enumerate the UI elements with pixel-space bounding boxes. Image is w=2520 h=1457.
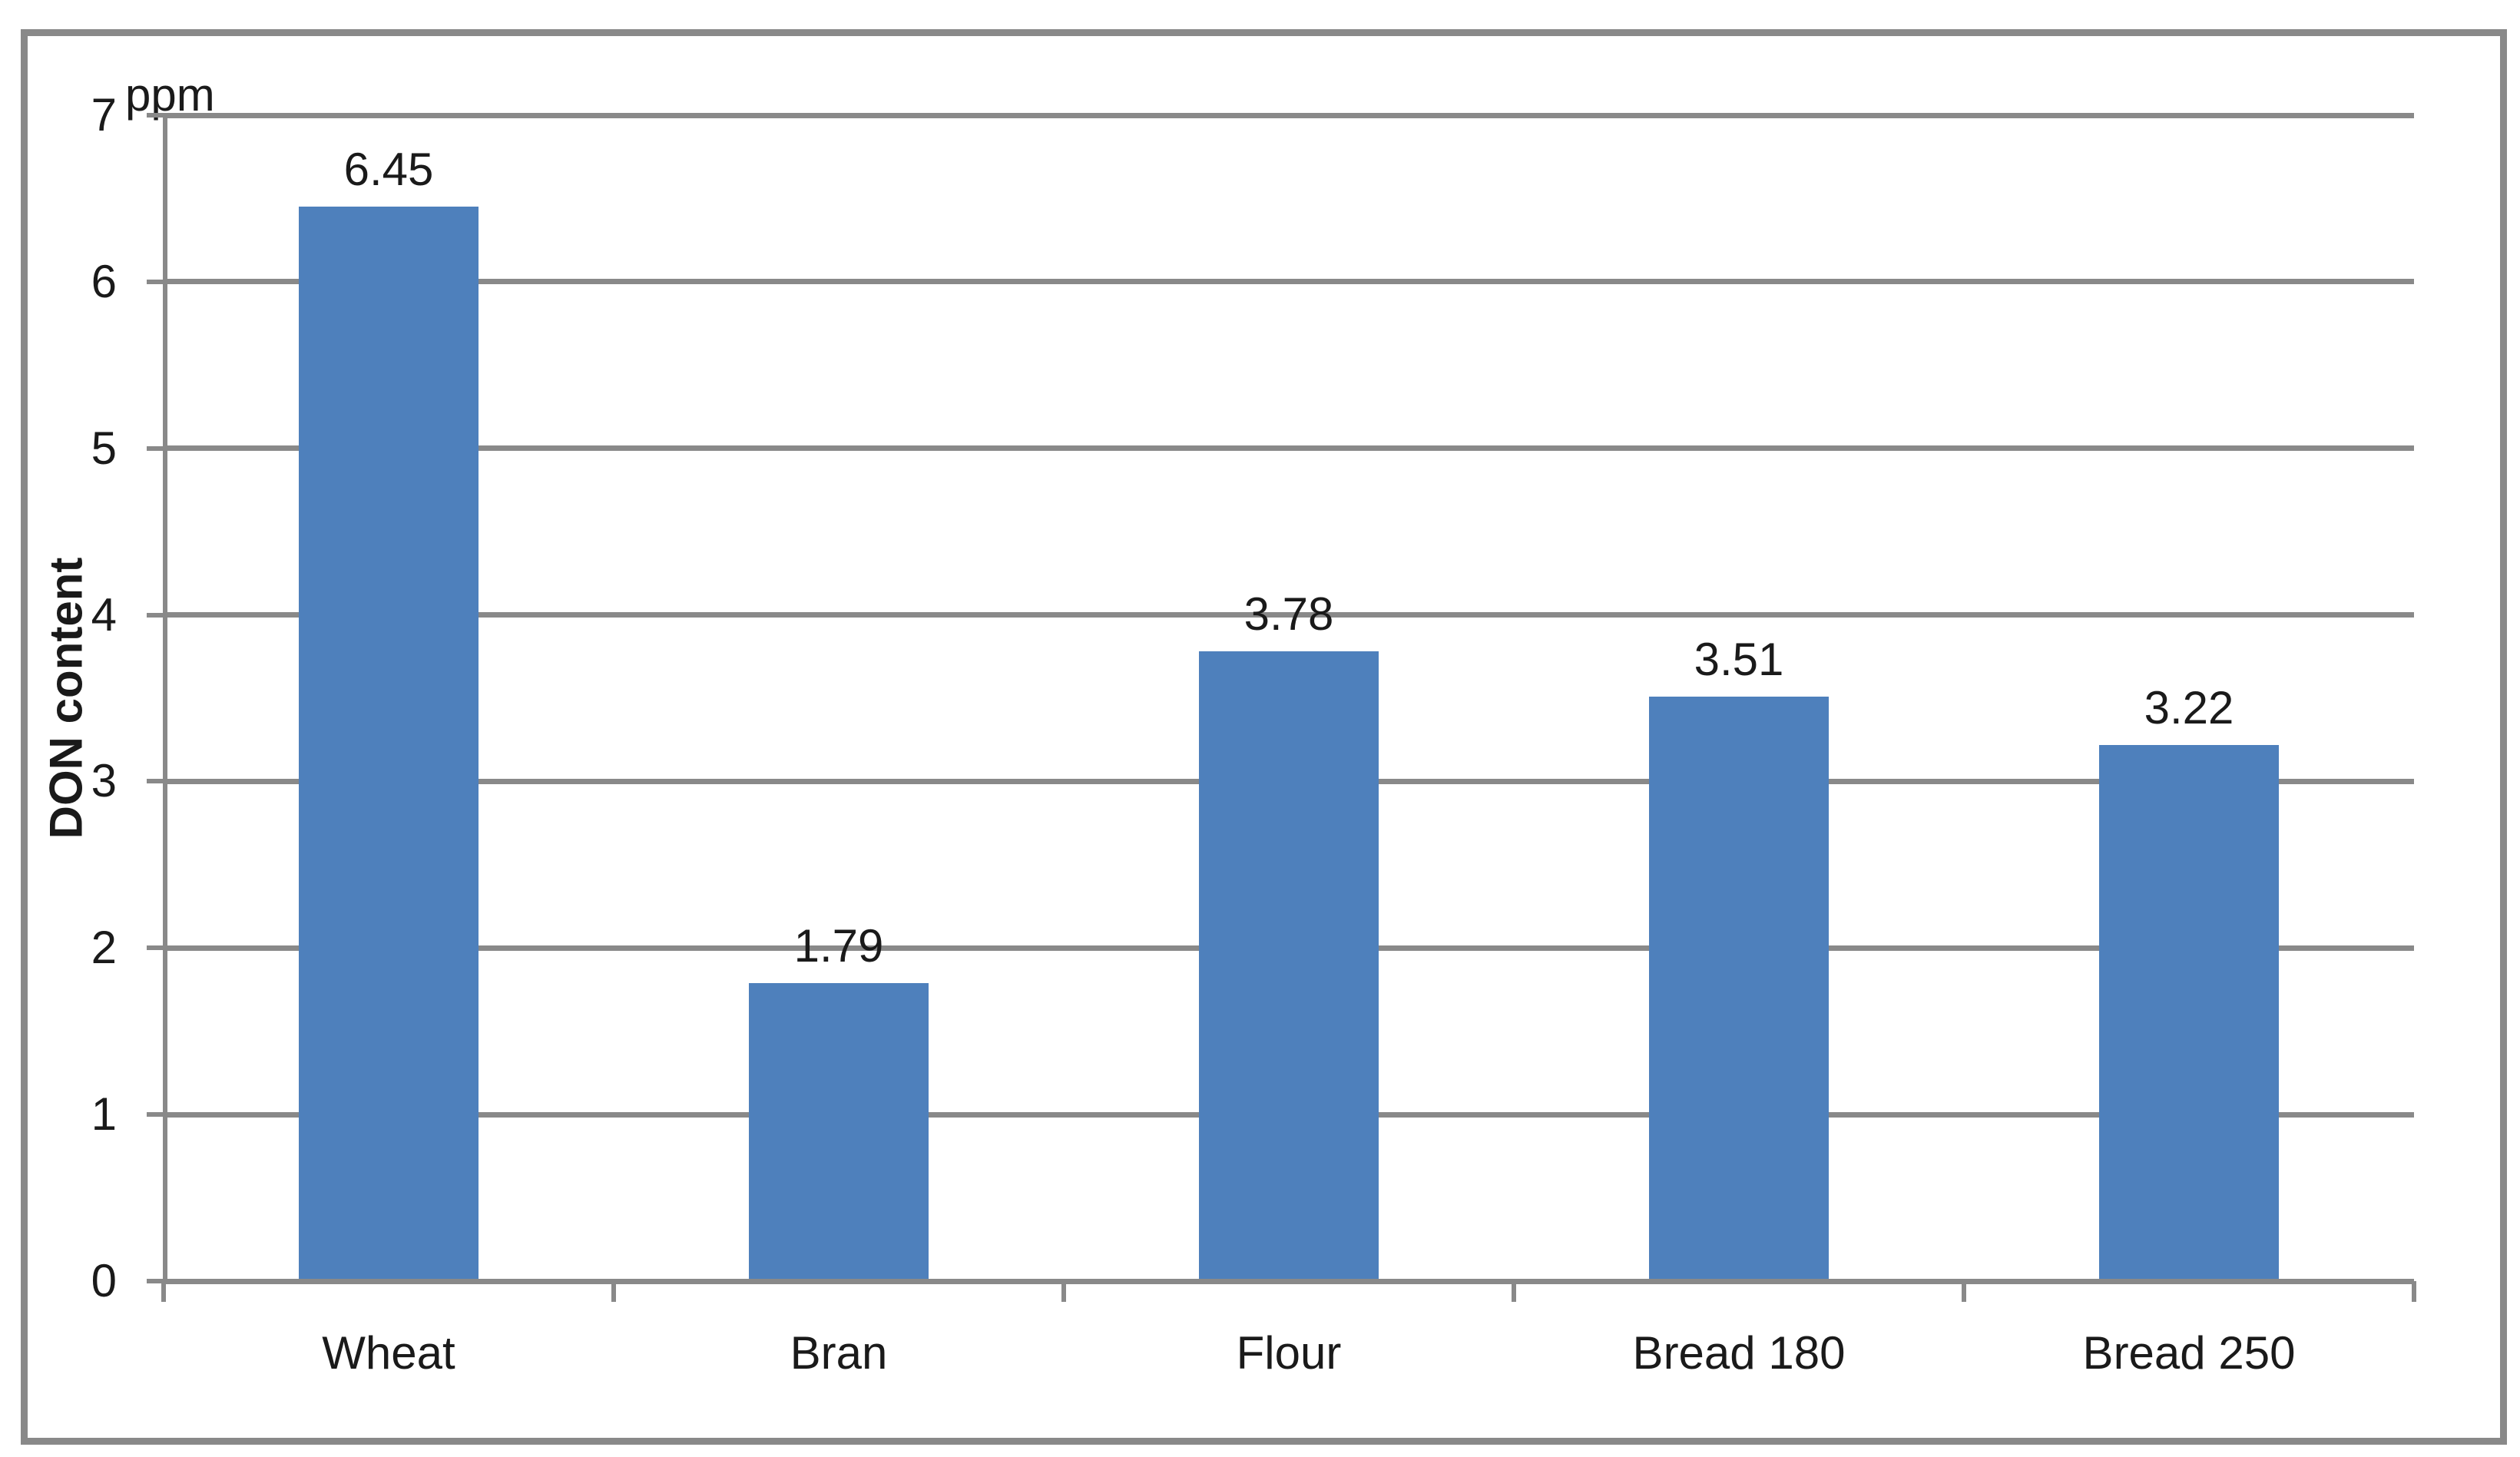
bar-value-label-bread-250: 3.22 (2144, 681, 2234, 733)
bar-bread-180 (1649, 696, 1829, 1281)
unit-label: ppm (125, 69, 215, 121)
category-label-bread-250: Bread 250 (2082, 1327, 2296, 1379)
y-tick-2 (147, 945, 167, 951)
y-tick-label-4: 4 (91, 588, 117, 641)
x-tick-5 (2412, 1281, 2416, 1302)
y-tick-label-3: 3 (91, 755, 117, 807)
y-tick-label-2: 2 (91, 922, 117, 974)
y-tick-label-7: 7 (91, 89, 117, 141)
category-label-flour: Flour (1236, 1327, 1342, 1379)
y-tick-7 (147, 113, 167, 118)
y-tick-4 (147, 612, 167, 618)
gridline-y4 (163, 612, 2414, 618)
y-tick-label-0: 0 (91, 1255, 117, 1306)
y-tick-5 (147, 445, 167, 451)
gridline-y7 (163, 112, 2414, 118)
gridline-y5 (163, 445, 2414, 452)
x-tick-1 (611, 1281, 616, 1302)
category-label-bran: Bran (790, 1327, 888, 1379)
bar-value-label-bran: 1.79 (793, 919, 884, 972)
bar-value-label-wheat: 6.45 (343, 144, 434, 196)
bar-value-label-bread-180: 3.51 (1694, 633, 1784, 685)
x-tick-0 (161, 1281, 166, 1302)
bar-value-label-flour: 3.78 (1243, 588, 1334, 641)
category-label-bread-180: Bread 180 (1632, 1327, 1846, 1379)
chart-frame (21, 29, 2507, 1445)
bar-wheat (299, 207, 479, 1281)
y-tick-label-5: 5 (91, 422, 117, 474)
y-tick-label-6: 6 (91, 255, 117, 307)
bar-bran (749, 982, 929, 1281)
x-tick-4 (1962, 1281, 1966, 1302)
x-tick-3 (1512, 1281, 1516, 1302)
x-tick-2 (1061, 1281, 1066, 1302)
bar-flour (1199, 651, 1379, 1281)
y-tick-label-1: 1 (91, 1088, 117, 1141)
gridline-y6 (163, 279, 2414, 285)
y-tick-3 (147, 779, 167, 784)
y-axis (163, 115, 167, 1281)
x-axis (163, 1278, 2414, 1284)
category-label-wheat: Wheat (322, 1327, 455, 1379)
y-tick-6 (147, 279, 167, 284)
bar-bread-250 (2099, 744, 2279, 1281)
y-tick-1 (147, 1112, 167, 1118)
y-tick-0 (147, 1279, 167, 1283)
